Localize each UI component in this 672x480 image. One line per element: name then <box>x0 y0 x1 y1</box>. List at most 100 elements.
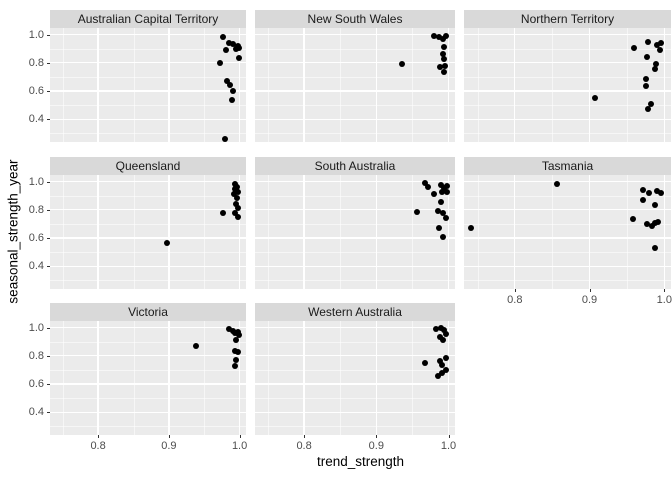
y-gridline-minor <box>50 76 246 78</box>
data-point <box>422 360 429 366</box>
x-gridline-major <box>375 321 377 435</box>
y-gridline-minor <box>50 133 246 135</box>
data-point <box>232 209 239 216</box>
facet-strip-victoria: Victoria <box>50 303 246 321</box>
data-point <box>233 356 240 363</box>
data-point <box>436 334 443 341</box>
data-point <box>425 183 432 190</box>
data-point <box>643 76 650 83</box>
y-gridline-major <box>464 90 671 92</box>
x-gridline-major <box>447 28 450 142</box>
data-point <box>231 186 238 193</box>
data-point <box>441 69 448 76</box>
y-tick-mark <box>47 355 50 357</box>
x-tick-label: 0.8 <box>296 440 312 452</box>
y-gridline-minor <box>255 76 455 78</box>
x-gridline-major <box>238 321 241 435</box>
x-gridline-major <box>238 175 241 289</box>
y-gridline-major <box>464 209 671 211</box>
y-tick-mark <box>47 209 50 211</box>
data-point <box>631 45 638 52</box>
x-gridline-major <box>97 28 99 142</box>
y-gridline-minor <box>50 341 246 343</box>
y-gridline-minor <box>255 252 455 254</box>
data-point <box>216 60 223 67</box>
y-gridline-minor <box>255 105 455 107</box>
x-gridline-major <box>238 28 241 142</box>
data-point <box>642 83 649 90</box>
y-gridline-major <box>50 326 246 329</box>
data-point <box>436 357 443 364</box>
y-gridline-minor <box>255 223 455 225</box>
y-tick-mark <box>47 119 50 121</box>
y-gridline-major <box>50 118 246 120</box>
y-gridline-major <box>50 209 246 211</box>
y-gridline-major <box>255 237 455 239</box>
data-point <box>440 35 447 42</box>
data-point <box>437 198 444 205</box>
data-point <box>437 325 444 332</box>
facet-strip-label: South Australia <box>314 159 396 173</box>
x-gridline-minor <box>340 28 342 142</box>
facet-strip-western-australia: Western Australia <box>255 303 455 321</box>
y-gridline-major <box>255 209 455 211</box>
data-point <box>223 46 230 53</box>
data-point <box>230 40 237 47</box>
x-gridline-minor <box>62 28 64 142</box>
data-point <box>434 208 441 215</box>
x-gridline-major <box>514 28 516 142</box>
y-gridline-major <box>50 411 246 413</box>
y-tick-label: 0.8 <box>28 56 44 69</box>
data-point <box>441 326 448 333</box>
data-point <box>235 213 242 220</box>
data-point <box>228 97 235 104</box>
data-point <box>433 325 440 332</box>
y-gridline-minor <box>255 280 455 282</box>
x-tick-label: 1.0 <box>231 440 248 452</box>
y-gridline-minor <box>255 426 455 428</box>
x-gridline-major <box>447 321 450 435</box>
y-gridline-major <box>255 180 455 183</box>
x-gridline-major <box>663 28 665 142</box>
x-gridline-major <box>168 321 170 435</box>
y-gridline-minor <box>50 252 246 254</box>
x-gridline-minor <box>626 175 628 289</box>
x-tick-mark <box>589 289 591 292</box>
x-gridline-major <box>375 175 377 289</box>
y-tick-mark <box>47 34 50 36</box>
y-gridline-major <box>464 33 671 36</box>
data-point <box>658 39 665 46</box>
x-gridline-minor <box>204 321 206 435</box>
data-point <box>553 180 560 187</box>
data-point <box>467 224 474 231</box>
y-tick-label: 0.4 <box>28 406 44 419</box>
y-gridline-minor <box>255 133 455 135</box>
data-point <box>443 33 450 39</box>
x-tick-label: 0.8 <box>90 440 106 452</box>
data-point <box>226 325 232 332</box>
data-point <box>233 194 240 201</box>
facet-strip-label: Australian Capital Territory <box>77 12 219 26</box>
x-gridline-minor <box>133 28 135 142</box>
y-gridline-major <box>255 411 455 413</box>
y-tick-mark <box>47 91 50 92</box>
y-gridline-major <box>50 62 246 64</box>
x-tick-mark <box>168 435 170 438</box>
data-point <box>232 363 239 370</box>
y-gridline-minor <box>255 398 455 400</box>
facet-strip-label: Northern Territory <box>520 12 615 26</box>
data-point <box>439 188 445 195</box>
data-point <box>440 337 447 344</box>
y-gridline-major <box>255 265 455 267</box>
data-point <box>192 342 199 349</box>
y-gridline-minor <box>464 195 671 197</box>
y-gridline-minor <box>464 223 671 225</box>
y-gridline-minor <box>50 223 246 225</box>
x-tick-mark <box>304 435 306 438</box>
data-point <box>235 55 242 62</box>
facet-panel-south-australia <box>255 175 455 289</box>
x-gridline-major <box>447 175 450 289</box>
data-point <box>443 366 450 373</box>
x-tick-label: 0.9 <box>368 440 384 452</box>
